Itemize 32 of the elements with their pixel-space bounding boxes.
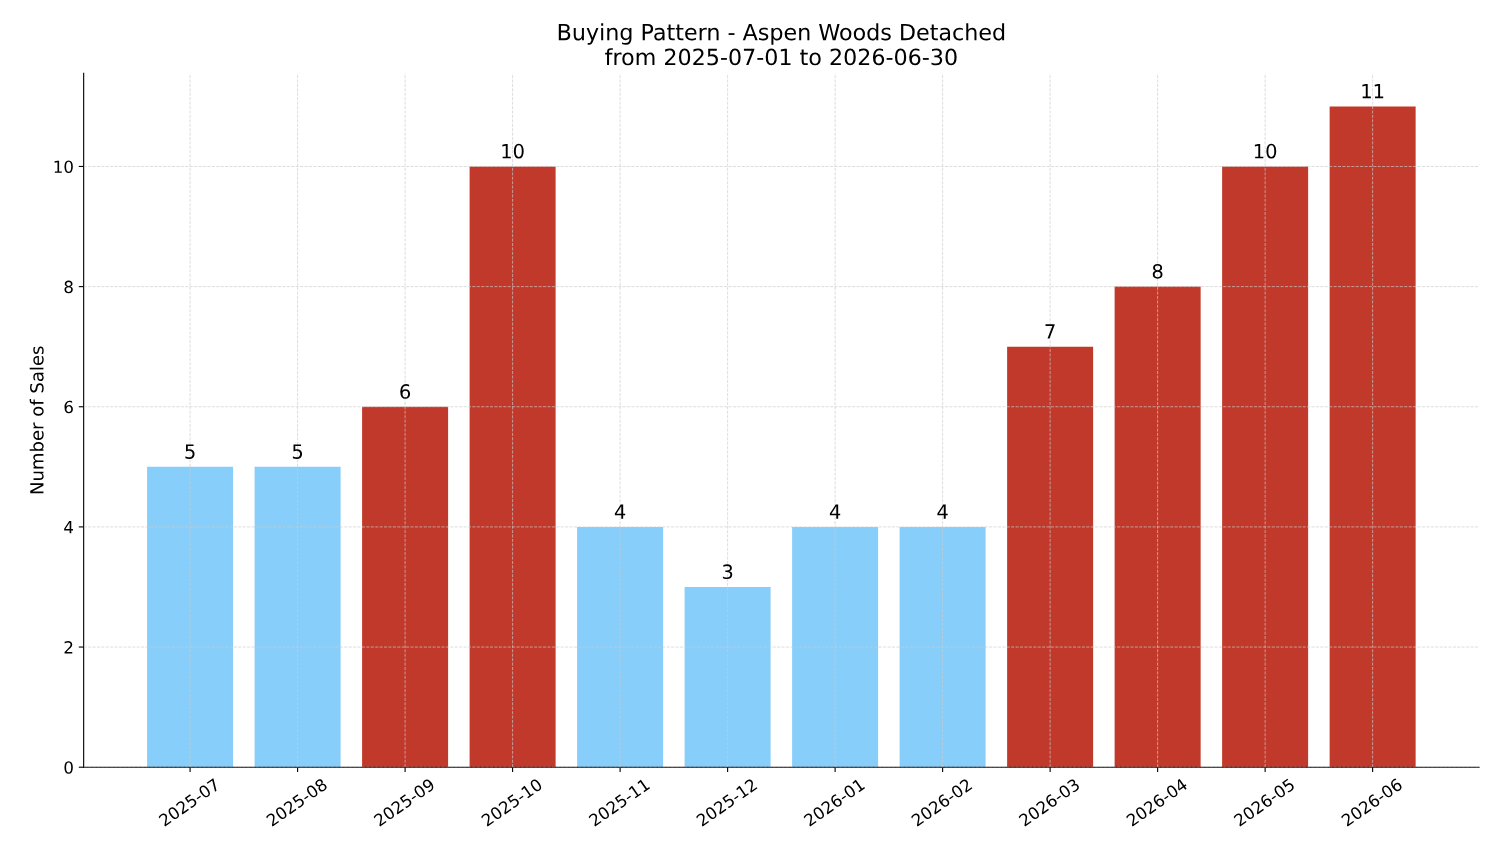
data-label: 4 bbox=[829, 504, 841, 519]
data-label: 5 bbox=[292, 444, 303, 459]
bar bbox=[1329, 106, 1416, 768]
data-label: 4 bbox=[614, 504, 626, 519]
data-label: 10 bbox=[1254, 143, 1277, 159]
y-tick-label: 8 bbox=[64, 280, 73, 294]
bar bbox=[1007, 346, 1094, 768]
data-label: 10 bbox=[502, 143, 524, 159]
bar bbox=[469, 166, 556, 768]
bar bbox=[899, 526, 986, 768]
bar bbox=[577, 526, 664, 768]
data-label: 6 bbox=[400, 384, 411, 399]
data-label: 4 bbox=[937, 504, 948, 519]
data-label: 5 bbox=[185, 444, 195, 459]
bar bbox=[1114, 286, 1201, 768]
y-axis-title: Number of Sales bbox=[29, 346, 44, 494]
y-tick-label: 10 bbox=[54, 160, 73, 174]
y-tick-label: 0 bbox=[64, 761, 73, 774]
bar bbox=[684, 586, 771, 768]
data-label: 8 bbox=[1152, 263, 1163, 279]
chart-title: Buying Pattern - Aspen Woods Detached from 2025-07-01 to 2026-06-30 bbox=[558, 23, 1005, 66]
y-tick-label: 2 bbox=[64, 641, 73, 654]
data-label: 11 bbox=[1362, 84, 1384, 99]
bar bbox=[1222, 166, 1309, 768]
bar bbox=[254, 466, 341, 768]
bar bbox=[362, 406, 449, 768]
data-label: 3 bbox=[722, 564, 733, 580]
bar bbox=[792, 526, 879, 768]
y-tick-label: 4 bbox=[64, 521, 74, 534]
data-label: 7 bbox=[1045, 324, 1055, 339]
bar bbox=[147, 466, 234, 768]
y-tick-label: 6 bbox=[64, 400, 73, 414]
